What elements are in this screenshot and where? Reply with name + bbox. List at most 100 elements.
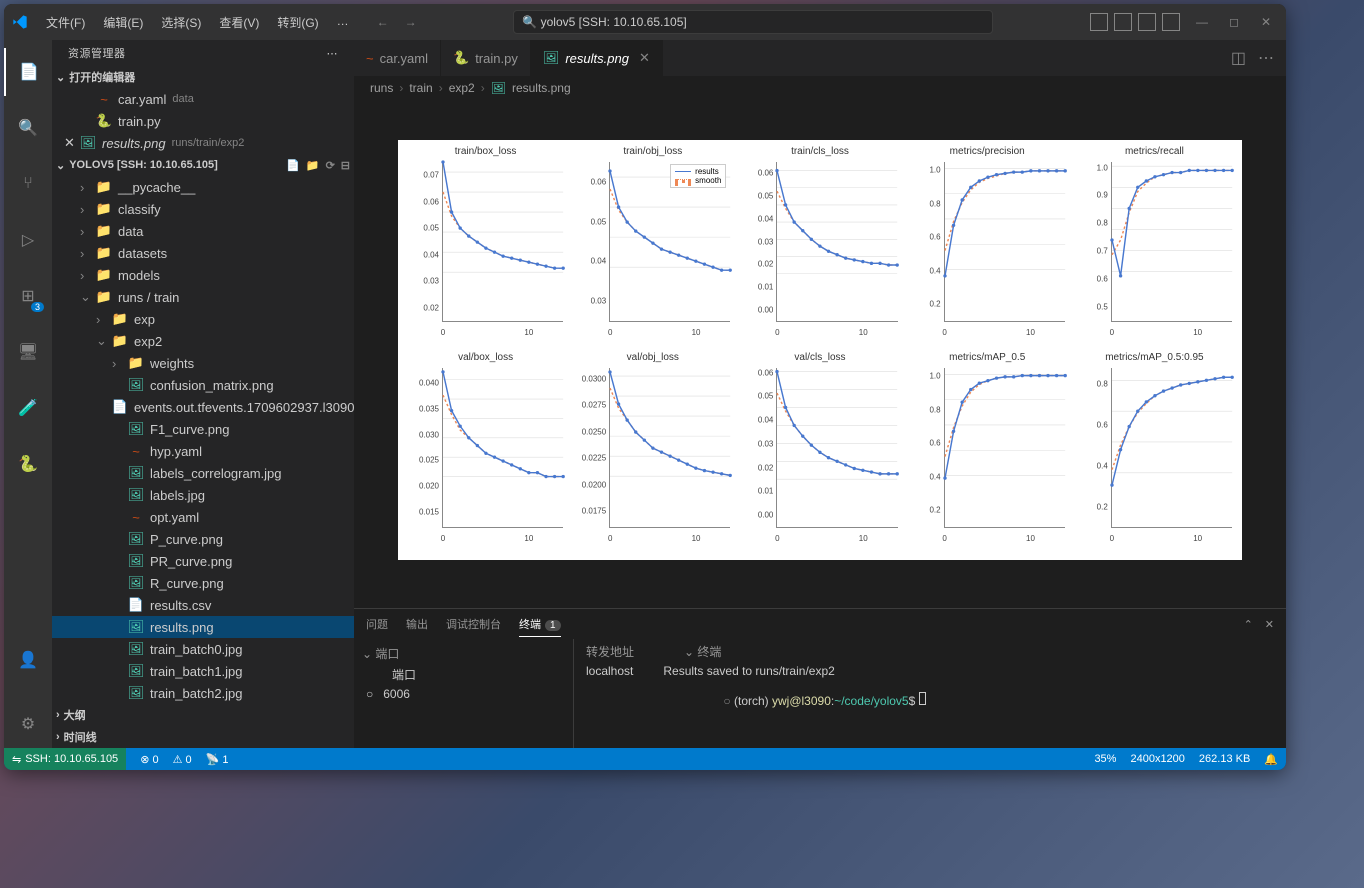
open-editor-item[interactable]: ✕🖼results.pngruns/train/exp2 <box>52 132 354 154</box>
refresh-icon[interactable]: ⟳ <box>326 159 335 172</box>
bell-icon[interactable]: 🔔 <box>1264 753 1278 766</box>
panel-close-icon[interactable]: ✕ <box>1265 618 1274 631</box>
split-icon[interactable]: ◫ <box>1231 48 1246 68</box>
tree-item[interactable]: 🖼confusion_matrix.png <box>52 374 354 396</box>
menu-item[interactable]: 查看(V) <box>211 10 267 35</box>
breadcrumb-item[interactable]: runs <box>370 81 393 95</box>
ports-status[interactable]: 📡 1 <box>206 753 229 766</box>
nav-arrows[interactable]: ← → <box>377 15 417 29</box>
tree-item[interactable]: 🖼R_curve.png <box>52 572 354 594</box>
panel-tab[interactable]: 终端1 <box>519 612 561 637</box>
tree-item[interactable]: ⌄📁exp2 <box>52 330 354 352</box>
menu-item[interactable]: 文件(F) <box>38 10 93 35</box>
breadcrumb-item[interactable]: exp2 <box>449 81 475 95</box>
tab-close-icon[interactable]: ✕ <box>639 50 650 66</box>
tree-item[interactable]: ›📁models <box>52 264 354 286</box>
workspace-header[interactable]: ⌄YOLOV5 [SSH: 10.10.65.105] 📄 📁 ⟳ ⊟ <box>52 154 354 176</box>
tree-item[interactable]: 🖼labels.jpg <box>52 484 354 506</box>
tree-item[interactable]: 🖼P_curve.png <box>52 528 354 550</box>
collapse-icon[interactable]: ⊟ <box>341 159 350 172</box>
tree-item[interactable]: 🖼PR_curve.png <box>52 550 354 572</box>
breadcrumb-item[interactable]: train <box>409 81 432 95</box>
tree-item[interactable]: ›📁__pycache__ <box>52 176 354 198</box>
bottom-panel: 问题输出调试控制台终端1 ⌃ ✕ ⌄ 端口 端口 ○ 6006 <box>354 608 1286 748</box>
outline-header[interactable]: ›大纲 <box>52 704 354 726</box>
open-editor-item[interactable]: 🐍train.py <box>52 110 354 132</box>
tree-item[interactable]: ⌄📁runs / train <box>52 286 354 308</box>
menu-item[interactable]: … <box>329 10 357 35</box>
panel-tab[interactable]: 调试控制台 <box>446 612 501 636</box>
panel-tab[interactable]: 问题 <box>366 612 388 636</box>
breadcrumb-item[interactable]: results.png <box>512 81 571 95</box>
nav-back-icon[interactable]: ← <box>377 15 389 29</box>
layout-controls[interactable] <box>1090 13 1180 31</box>
open-editors-header[interactable]: ⌄打开的编辑器 <box>52 66 354 88</box>
errors-status[interactable]: ⊗ 0 <box>140 753 158 766</box>
minimize-icon[interactable]: — <box>1190 10 1214 34</box>
python-icon[interactable]: 🐍 <box>4 440 52 488</box>
tree-item[interactable]: 🖼train_batch1.jpg <box>52 660 354 682</box>
panel-up-icon[interactable]: ⌃ <box>1244 618 1253 631</box>
tree-item[interactable]: 🖼train_batch2.jpg <box>52 682 354 704</box>
account-icon[interactable]: 👤 <box>4 636 52 684</box>
ports-view: ⌄ 端口 端口 ○ 6006 <box>354 639 574 748</box>
forward-address[interactable]: localhost <box>586 664 633 722</box>
chart: metrics/precision0.20.40.60.81.0010 <box>906 146 1069 348</box>
tree-item[interactable]: 📄events.out.tfevents.1709602937.l3090...… <box>52 396 354 418</box>
tree-item[interactable]: 🖼train_batch0.jpg <box>52 638 354 660</box>
tree-item[interactable]: 📄results.csv <box>52 594 354 616</box>
menu-item[interactable]: 编辑(E) <box>95 10 151 35</box>
tree-item[interactable]: ›📁classify <box>52 198 354 220</box>
layout-icon[interactable] <box>1162 13 1180 31</box>
tree-item[interactable]: 🖼results.png <box>52 616 354 638</box>
timeline-header[interactable]: ›时间线 <box>52 726 354 748</box>
layout-icon[interactable] <box>1090 13 1108 31</box>
tree-item[interactable]: ›📁weights <box>52 352 354 374</box>
breadcrumb[interactable]: runs›train›exp2›🖼 results.png <box>354 76 1286 100</box>
warnings-status[interactable]: ⚠ 0 <box>173 753 192 766</box>
chart: train/cls_loss0.000.010.020.030.040.050.… <box>738 146 901 348</box>
tree-item[interactable]: ›📁exp <box>52 308 354 330</box>
tree-item[interactable]: ~opt.yaml <box>52 506 354 528</box>
chart: train/obj_loss0.030.040.050.06010results… <box>571 146 734 348</box>
run-debug-icon[interactable]: ▷ <box>4 216 52 264</box>
remote-indicator[interactable]: ⇋ SSH: 10.10.65.105 <box>4 748 126 770</box>
explorer-icon[interactable]: 📄 <box>4 48 52 96</box>
tree-item[interactable]: ~hyp.yaml <box>52 440 354 462</box>
remote-icon[interactable]: 🖥 <box>4 328 52 376</box>
settings-icon[interactable]: ⚙ <box>4 700 52 748</box>
maximize-icon[interactable]: ◻ <box>1222 10 1246 34</box>
close-icon[interactable]: ✕ <box>1254 10 1278 34</box>
editor-tab[interactable]: 🖼results.png✕ <box>531 40 663 76</box>
filesize-status: 262.13 KB <box>1199 753 1250 766</box>
layout-icon[interactable] <box>1138 13 1156 31</box>
testing-icon[interactable]: 🧪 <box>4 384 52 432</box>
search-icon[interactable]: 🔍 <box>4 104 52 152</box>
port-number[interactable]: 6006 <box>383 687 410 701</box>
editor-tab[interactable]: 🐍train.py <box>441 40 531 76</box>
terminal-prompt[interactable]: ○ (torch) ywj@l3090:~/code/yolov5$ <box>663 678 925 722</box>
panel-tab[interactable]: 输出 <box>406 612 428 636</box>
extensions-icon[interactable]: ⊞3 <box>4 272 52 320</box>
tree-item[interactable]: ›📁data <box>52 220 354 242</box>
image-preview[interactable]: train/box_loss0.020.030.040.050.060.0701… <box>354 100 1286 608</box>
command-center[interactable]: 🔍 yolov5 [SSH: 10.10.65.105] <box>417 10 1090 34</box>
more-icon[interactable]: ⋯ <box>1258 48 1274 68</box>
layout-icon[interactable] <box>1114 13 1132 31</box>
tree-item[interactable]: 🖼F1_curve.png <box>52 418 354 440</box>
zoom-status[interactable]: 35% <box>1094 753 1116 766</box>
more-icon[interactable]: ⋯ <box>327 47 339 60</box>
menu-item[interactable]: 选择(S) <box>153 10 209 35</box>
nav-forward-icon[interactable]: → <box>405 15 417 29</box>
tree-item[interactable]: 🖼labels_correlogram.jpg <box>52 462 354 484</box>
file-tree: ›📁__pycache__›📁classify›📁data›📁datasets›… <box>52 176 354 704</box>
tree-item[interactable]: ›📁datasets <box>52 242 354 264</box>
source-control-icon[interactable]: ⑂ <box>4 160 52 208</box>
editor-tab[interactable]: ~car.yaml <box>354 40 441 76</box>
menu-item[interactable]: 转到(G) <box>269 10 326 35</box>
terminal-view[interactable]: 转发地址 ⌄ 终端 localhost Results saved to run… <box>574 639 1286 748</box>
new-folder-icon[interactable]: 📁 <box>306 159 320 172</box>
new-file-icon[interactable]: 📄 <box>286 159 300 172</box>
chart: val/box_loss0.0150.0200.0250.0300.0350.0… <box>404 352 567 554</box>
open-editor-item[interactable]: ~car.yamldata <box>52 88 354 110</box>
